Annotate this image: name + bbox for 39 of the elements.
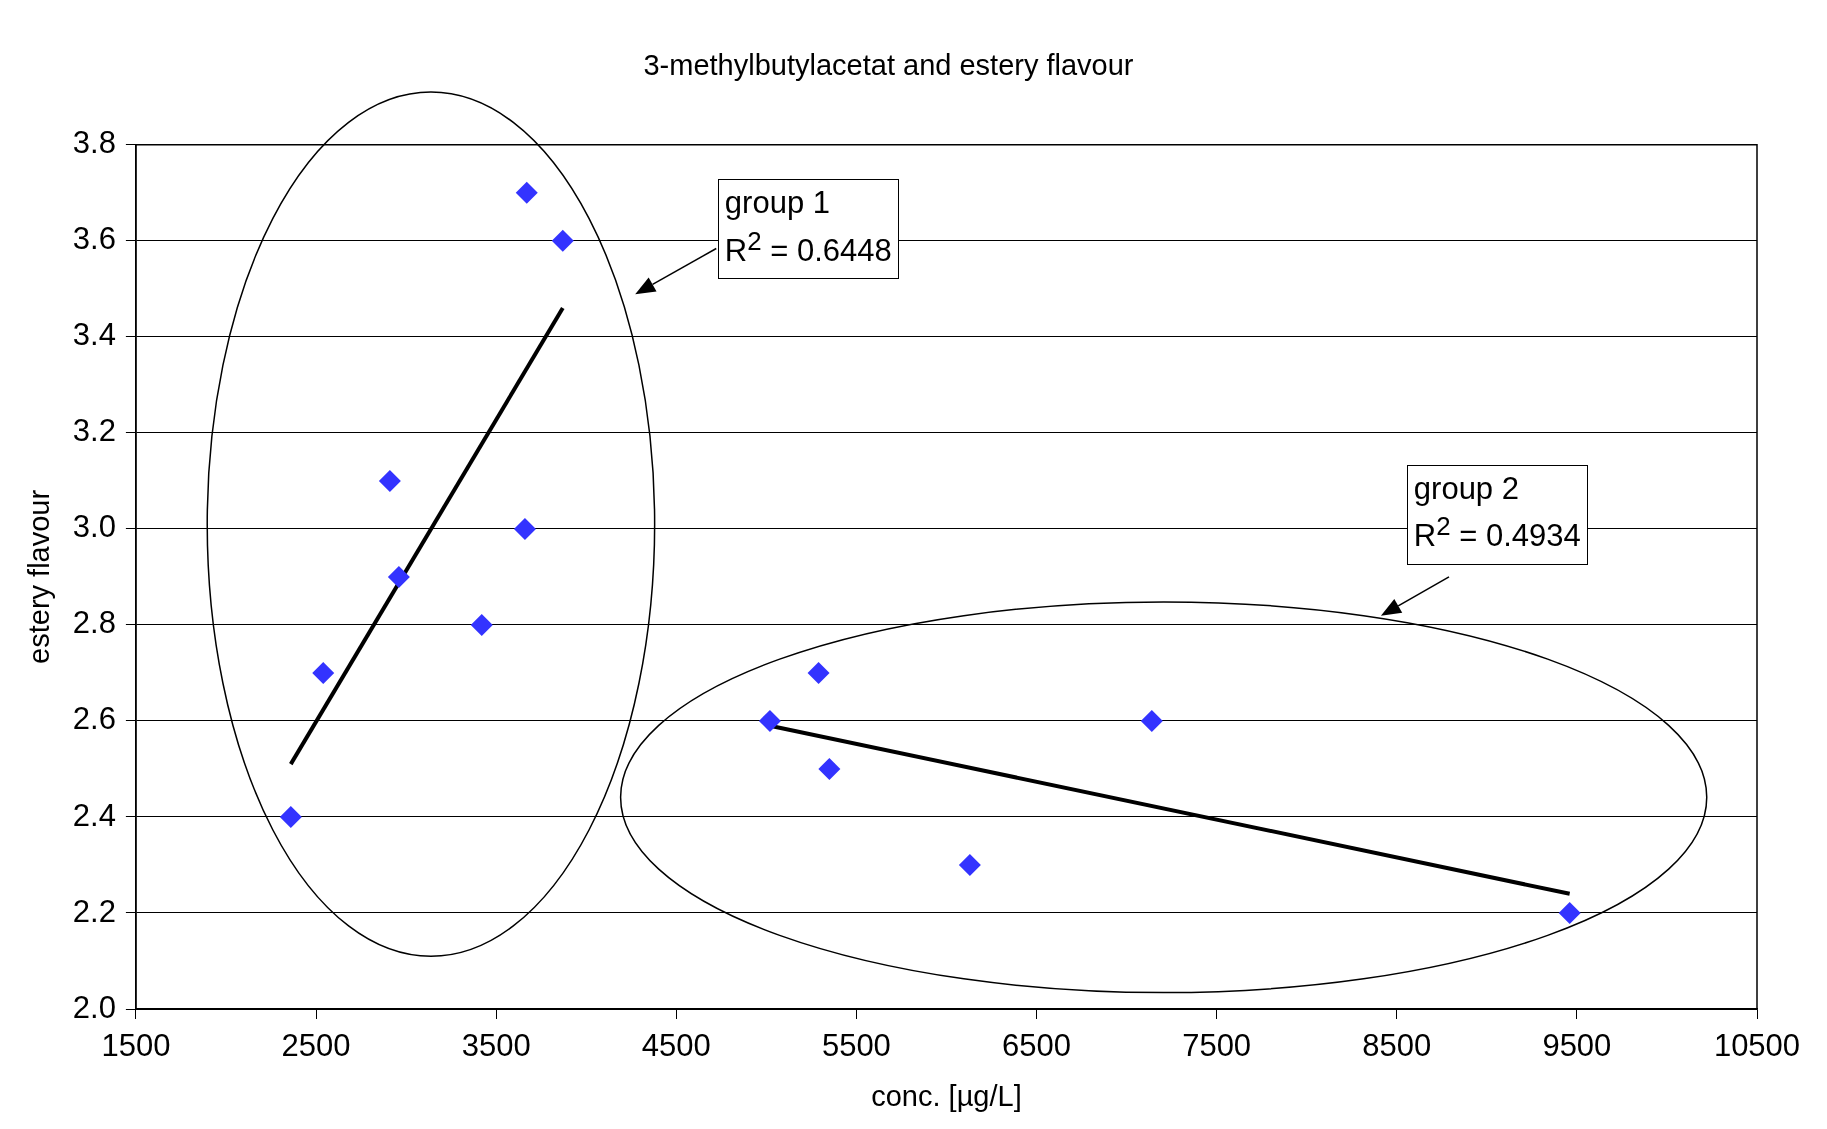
x-tick-label: 9500 xyxy=(1542,1028,1612,1064)
y-tick-label: 3.2 xyxy=(72,413,116,449)
x-tick-label: 5500 xyxy=(821,1028,891,1064)
y-tick-label: 3.0 xyxy=(72,509,116,545)
point xyxy=(758,709,781,732)
point xyxy=(513,517,536,540)
x-tick-label: 4500 xyxy=(641,1028,711,1064)
y-tick-label: 3.4 xyxy=(72,317,116,353)
y-axis-title: estery flavour xyxy=(23,489,56,664)
y-tick-label: 2.4 xyxy=(72,797,116,833)
x-tick-label: 7500 xyxy=(1182,1028,1252,1064)
y-tick-label: 2.2 xyxy=(72,893,116,929)
point xyxy=(807,661,830,684)
x-tick-label: 8500 xyxy=(1362,1028,1432,1064)
x-tick-label: 2500 xyxy=(281,1028,351,1064)
point xyxy=(1558,901,1581,924)
annotation: group 1 R$^{2}$ = 0.6448 xyxy=(717,179,899,280)
x-tick-label: 1500 xyxy=(101,1028,171,1064)
point xyxy=(279,805,302,828)
y-tick-label: 2.0 xyxy=(72,989,116,1025)
point xyxy=(470,613,493,636)
x-tick-label: 10500 xyxy=(1713,1028,1801,1064)
point xyxy=(551,229,574,252)
chart-title: 3-methylbutylacetat and estery flavour xyxy=(643,49,1134,82)
y-tick-label: 2.8 xyxy=(72,605,116,641)
point xyxy=(378,469,401,492)
point xyxy=(1140,709,1163,732)
point xyxy=(818,757,841,780)
point xyxy=(958,853,981,876)
x-axis-title: conc. [µg/L] xyxy=(871,1079,1022,1112)
y-tick-label: 3.8 xyxy=(72,125,116,161)
point xyxy=(312,661,335,684)
y-tick-label: 3.6 xyxy=(72,221,116,257)
y-tick-label: 2.6 xyxy=(72,701,116,737)
annotation: group 2 R$^{2}$ = 0.4934 xyxy=(1406,464,1588,565)
point xyxy=(515,181,538,204)
x-tick-label: 6500 xyxy=(1002,1028,1071,1064)
x-tick-label: 3500 xyxy=(461,1028,531,1064)
point xyxy=(387,565,410,588)
